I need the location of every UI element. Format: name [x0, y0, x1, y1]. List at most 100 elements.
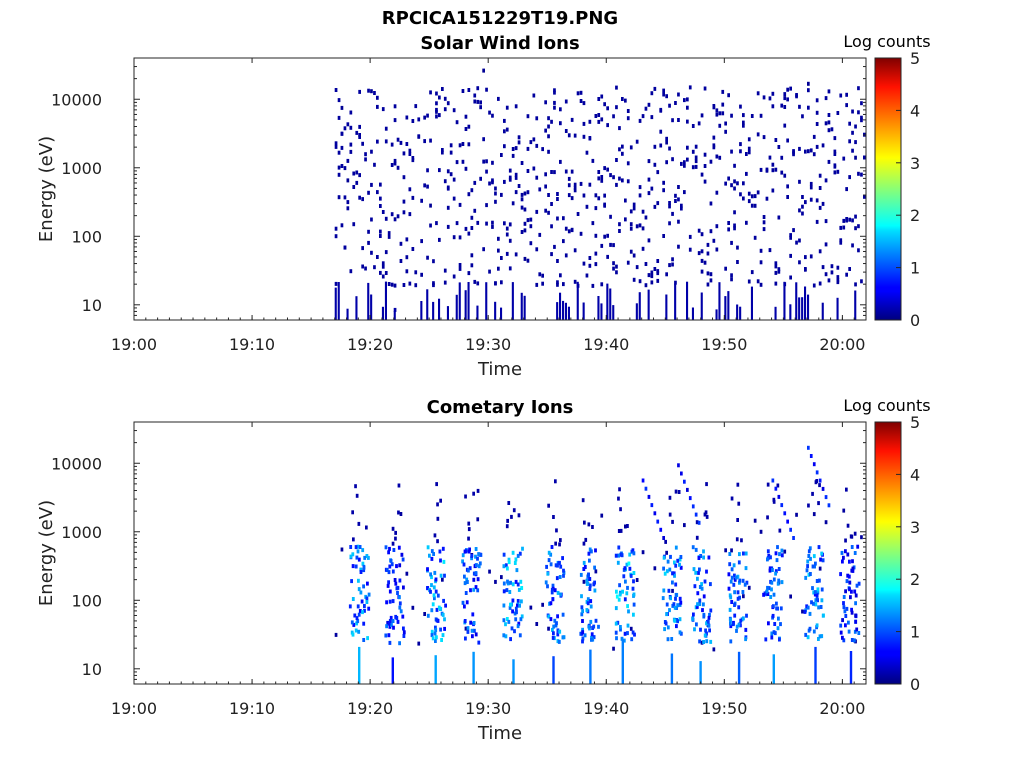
- data-cell: [680, 206, 683, 211]
- data-cell: [523, 207, 527, 212]
- data-cell: [535, 116, 539, 121]
- data-cell: [733, 603, 736, 607]
- data-cell: [742, 120, 745, 125]
- data-layer: [334, 445, 863, 684]
- data-cell: [387, 580, 390, 585]
- data-cell: [395, 564, 398, 569]
- data-cell: [476, 220, 480, 225]
- data-cell: [812, 601, 815, 606]
- data-cell: [414, 104, 418, 109]
- data-cell: [807, 554, 811, 558]
- data-cell: [468, 566, 472, 571]
- data-cell: [363, 604, 366, 608]
- data-cell: [615, 636, 618, 641]
- data-cell: [433, 631, 437, 636]
- data-cell: [523, 191, 527, 196]
- data-cell: [656, 269, 660, 274]
- data-cell: [762, 95, 766, 100]
- data-cell: [671, 580, 674, 585]
- data-cell: [736, 590, 740, 595]
- data-cell: [429, 589, 432, 594]
- data-cell: [428, 553, 431, 558]
- data-cell: [709, 272, 713, 277]
- data-cell: [721, 111, 725, 116]
- data-cell: [674, 489, 678, 494]
- data-cell: [821, 201, 825, 206]
- data-cell: [853, 551, 857, 555]
- data-cell: [691, 149, 695, 154]
- data-cell: [745, 152, 748, 156]
- data-cell: [399, 259, 403, 263]
- data-cell: [863, 155, 866, 160]
- data-cell: [443, 280, 447, 285]
- data-cell: [364, 152, 367, 157]
- data-cell: [650, 91, 654, 96]
- data-cell: [581, 619, 584, 623]
- data-cell: [440, 638, 443, 642]
- data-cell: [337, 150, 341, 155]
- data-cell: [551, 635, 555, 640]
- data-cell: [677, 490, 681, 494]
- data-cell: [387, 570, 391, 575]
- data-cell: [762, 135, 766, 140]
- data-cell: [402, 151, 406, 156]
- y-tick-label: 10000: [51, 90, 102, 109]
- data-cell: [680, 471, 683, 476]
- data-cell: [635, 139, 639, 144]
- data-cell: [334, 226, 338, 231]
- colorbar-tick-label: 3: [910, 154, 920, 173]
- data-cell: [559, 121, 562, 126]
- data-cell: [626, 631, 629, 636]
- data-cell: [354, 484, 357, 489]
- data-cell: [708, 612, 711, 617]
- data-cell: [355, 493, 359, 498]
- data-cell: [688, 85, 692, 90]
- data-cell: [503, 179, 506, 184]
- data-cell: [715, 154, 719, 159]
- data-cell: [376, 139, 379, 144]
- x-tick-label: 19:20: [347, 699, 393, 718]
- colorbar-tick-label: 4: [910, 465, 920, 484]
- data-cell: [855, 627, 859, 632]
- data-cell: [770, 580, 774, 585]
- data-cell: [695, 604, 699, 609]
- data-cell: [780, 553, 784, 558]
- data-cell: [567, 183, 571, 188]
- data-cell: [817, 605, 820, 610]
- data-cell: [694, 164, 698, 169]
- data-cell: [673, 560, 676, 565]
- data-cell: [771, 162, 775, 167]
- data-cell: [632, 551, 636, 556]
- data-cell: [774, 281, 778, 286]
- data-cell: [580, 605, 584, 610]
- data-cell: [408, 212, 412, 217]
- data-cell: [626, 260, 630, 265]
- data-cell: [833, 170, 837, 175]
- data-cell: [562, 282, 565, 287]
- data-cell: [739, 618, 743, 623]
- data-cell: [808, 611, 812, 616]
- data-cell: [653, 144, 657, 149]
- data-cell: [659, 527, 663, 532]
- data-cell: [581, 609, 584, 614]
- colorbar-tick-label: 2: [910, 206, 920, 225]
- data-cell: [798, 208, 801, 213]
- data-cell: [815, 219, 819, 224]
- data-cell: [541, 602, 544, 607]
- data-cell: [811, 586, 814, 591]
- data-cell: [733, 186, 736, 191]
- data-cell: [665, 140, 668, 145]
- data-cell: [405, 115, 409, 120]
- data-cell: [391, 569, 395, 574]
- data-cell: [668, 201, 671, 205]
- data-cell: [562, 573, 565, 578]
- data-cell: [438, 168, 441, 173]
- data-cell: [628, 566, 632, 571]
- data-cell: [664, 621, 668, 626]
- data-cell: [474, 547, 478, 551]
- data-cell: [358, 195, 361, 200]
- data-cell: [562, 239, 565, 244]
- data-cell: [798, 179, 801, 184]
- data-cell: [698, 585, 702, 589]
